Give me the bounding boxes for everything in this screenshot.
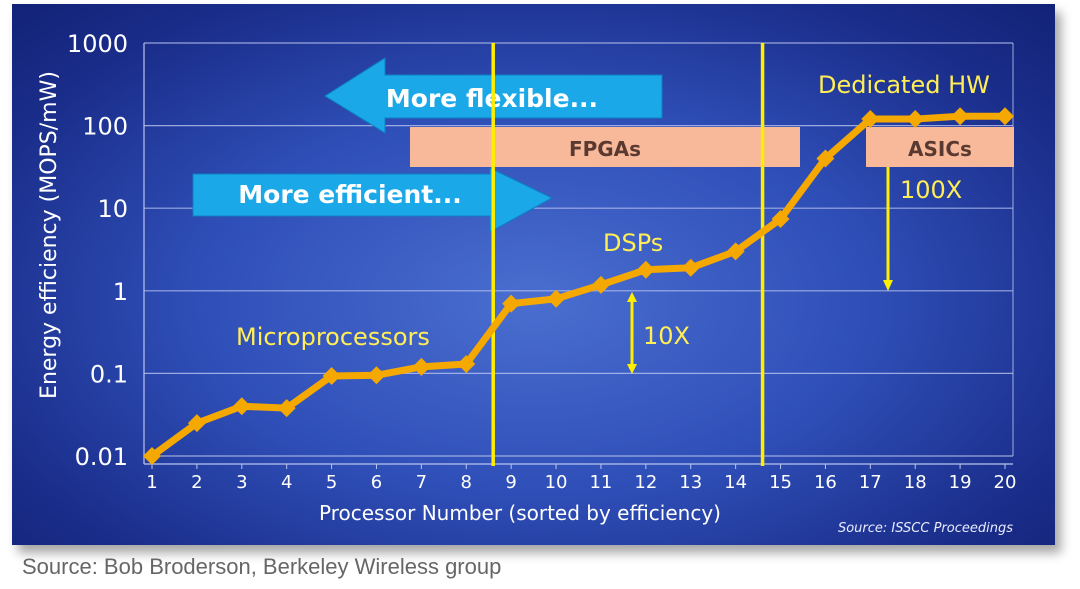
data-point [412,357,431,376]
data-point [322,367,341,386]
x-tick-label: 3 [236,472,247,493]
hundred-x-arrow [883,167,893,291]
hundred-x-label: 100X [900,176,962,204]
x-tick-label: 4 [281,472,292,493]
x-tick-label: 6 [371,472,382,493]
series-line [149,112,1005,459]
data-point [771,210,790,229]
fpgas-label: FPGAs [569,137,641,161]
x-tick-label: 1 [146,472,157,493]
x-tick-label: 12 [634,472,657,493]
x-tick-label: 17 [859,472,882,493]
asics-box [866,127,1014,167]
dedicated-hw-label: Dedicated HW [818,71,990,99]
more-efficient-arrow: More efficient... [192,167,554,233]
x-tick-label: 11 [589,472,612,493]
x-tick-label: 20 [994,472,1017,493]
data-point [906,110,925,129]
microprocessors-label: Microprocessors [236,323,430,351]
data-point [681,258,700,277]
x-tick-label: 7 [416,472,427,493]
x-tick-label: 2 [191,472,202,493]
data-point [143,447,161,465]
ten-x-label: 10X [643,322,690,350]
y-tick-label: 100 [82,113,128,141]
x-axis-label: Processor Number (sorted by efficiency) [319,501,721,525]
data-point [367,366,386,385]
y-tick-label: 0.1 [90,360,128,388]
x-tick-label: 15 [769,472,792,493]
dsps-label: DSPs [603,229,663,257]
data-point [726,242,745,261]
data-point [636,260,655,279]
data-point [457,354,476,373]
fpgas-box [410,127,800,167]
y-tick-label: 1 [113,278,128,306]
more-efficient-label: More efficient... [238,180,461,209]
data-point [232,397,251,416]
x-tick-label: 14 [724,472,747,493]
asics-label: ASICs [908,137,972,161]
x-tick-label: 8 [461,472,472,493]
data-point [502,294,521,313]
data-point [816,149,835,168]
y-tick-label: 0.01 [75,443,128,471]
data-point [187,414,206,433]
footer-source: Source: Bob Broderson, Berkeley Wireless… [22,554,502,579]
y-tick-label: 1000 [67,30,128,58]
data-point [547,289,566,308]
x-tick-label: 16 [814,472,837,493]
y-tick-label: 10 [97,195,128,223]
data-point [996,107,1014,126]
data-point [277,399,296,418]
data-point [951,107,970,126]
x-tick-label: 18 [904,472,927,493]
data-point [861,110,880,129]
x-tick-label: 5 [326,472,337,493]
x-tick-label: 10 [545,472,568,493]
data-point [591,275,610,294]
source-note: Source: ISSCC Proceedings [838,521,1013,536]
x-tick-label: 9 [505,472,516,493]
x-tick-label: 13 [679,472,702,493]
ten-x-arrow [627,292,637,374]
y-axis-label: Energy efficiency (MOPS/mW) [37,71,62,399]
x-tick-label: 19 [949,472,972,493]
